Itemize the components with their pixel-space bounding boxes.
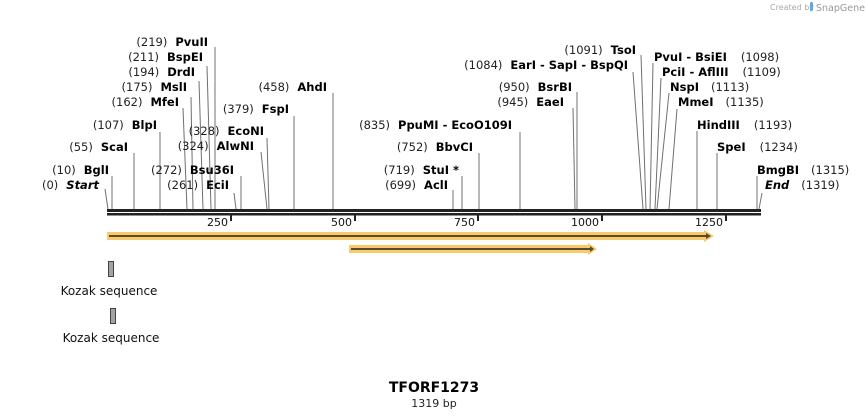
kozak-marker-icon xyxy=(110,308,116,324)
site-label[interactable]: (55) ScaI xyxy=(69,140,128,154)
map-length: 1319 bp xyxy=(411,397,456,410)
tick-label: 750 xyxy=(454,216,475,229)
credit-prefix: Created by xyxy=(770,3,814,12)
snapgene-logo-icon xyxy=(810,2,813,11)
map-title: TFORF1273 xyxy=(389,380,479,396)
kozak-label: Kozak sequence xyxy=(61,284,158,298)
site-label[interactable]: NspI (1113) xyxy=(670,80,749,94)
site-labels-left: (219) PvuII (211) BspEI (194) DrdI (175) Msl… xyxy=(42,35,636,192)
sequence-ruler: 250 500 750 1000 1250 xyxy=(107,209,761,229)
snapgene-credit: Created by SnapGene xyxy=(770,2,865,14)
site-label[interactable]: (1084) EarI - SapI - BspQI xyxy=(464,58,628,72)
site-label[interactable]: (950) BsrBI xyxy=(499,80,572,94)
site-labels-right: PvuI - BsiEI (1098) PciI - AflIII (1109) N… xyxy=(654,50,849,192)
credit-brand: SnapGene xyxy=(816,3,865,14)
site-label[interactable]: (458) AhdI xyxy=(258,80,327,94)
site-label[interactable]: (699) AclI xyxy=(385,178,448,192)
kozak-label: Kozak sequence xyxy=(63,331,160,345)
site-label[interactable]: MmeI (1135) xyxy=(678,95,764,109)
site-label[interactable]: (719) StuI * xyxy=(384,163,459,177)
site-label[interactable]: (107) BlpI xyxy=(93,118,157,132)
site-leader-lines xyxy=(104,47,763,210)
feature-orf-inner[interactable] xyxy=(349,243,597,255)
kozak-marker-icon xyxy=(108,261,114,277)
tick-label: 250 xyxy=(207,216,228,229)
tick-label: 1000 xyxy=(571,216,599,229)
tick-label: 500 xyxy=(331,216,352,229)
site-label[interactable]: PvuI - BsiEI (1098) xyxy=(654,50,779,64)
site-label[interactable]: (10) BglI xyxy=(52,163,109,177)
site-label[interactable]: (162) MfeI xyxy=(112,95,179,109)
site-label[interactable]: (261) EciI xyxy=(167,178,229,192)
site-label[interactable]: (175) MslI xyxy=(122,80,187,94)
site-label[interactable]: (945) EaeI xyxy=(497,95,564,109)
site-label[interactable]: (272) Bsu36I xyxy=(151,163,234,177)
feature-orf-main[interactable] xyxy=(107,230,714,242)
site-label[interactable]: End (1319) xyxy=(765,178,840,192)
site-label[interactable]: (0) Start xyxy=(42,178,100,192)
site-label[interactable]: (752) BbvCI xyxy=(397,140,473,154)
site-label[interactable]: (1091) TsoI xyxy=(564,43,636,57)
tick-label: 1250 xyxy=(695,216,723,229)
site-label[interactable]: (211) BspEI xyxy=(128,50,203,64)
site-label[interactable]: (835) PpuMI - EcoO109I xyxy=(359,118,512,132)
site-label[interactable]: (219) PvuII xyxy=(136,35,208,49)
site-label[interactable]: (328) EcoNI xyxy=(189,124,264,138)
feature-kozak-1[interactable]: Kozak sequence xyxy=(61,261,158,299)
site-label[interactable]: (194) DrdI xyxy=(128,65,195,79)
site-label[interactable]: PciI - AflIII (1109) xyxy=(662,65,781,79)
site-label[interactable]: (379) FspI xyxy=(223,102,289,116)
site-label[interactable]: SpeI (1234) xyxy=(717,140,798,154)
site-label[interactable]: BmgBI (1315) xyxy=(757,163,849,177)
site-label[interactable]: (324) AlwNI xyxy=(178,139,254,153)
feature-kozak-2[interactable]: Kozak sequence xyxy=(63,308,160,346)
site-label[interactable]: HindIII (1193) xyxy=(697,118,792,132)
